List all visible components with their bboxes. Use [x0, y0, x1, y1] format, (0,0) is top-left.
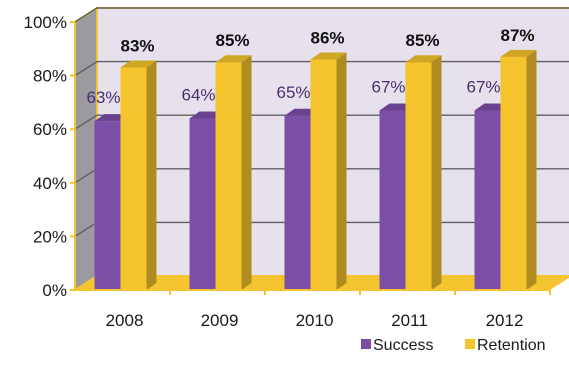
- bar-side: [336, 52, 347, 290]
- bar-retention: [120, 60, 157, 291]
- bar-top: [215, 55, 252, 63]
- bar-front: [310, 59, 337, 290]
- bar-front: [500, 56, 527, 291]
- legend-swatch-retention: [465, 339, 475, 349]
- y-tick-label: 80%: [33, 67, 67, 86]
- y-tick-label: 100%: [24, 13, 67, 32]
- data-label-retention: 86%: [310, 29, 344, 48]
- bar-top: [500, 49, 537, 57]
- chart-bars: [94, 49, 537, 291]
- legend: Success Retention: [361, 337, 546, 354]
- legend-label-retention: Retention: [477, 337, 546, 354]
- x-tick-label: 2008: [106, 311, 144, 330]
- data-label-retention: 85%: [215, 31, 249, 50]
- bar-side: [146, 60, 157, 291]
- bar-top: [310, 52, 347, 60]
- bar-side: [431, 55, 442, 291]
- bar-front: [120, 67, 147, 290]
- bar-front: [405, 62, 432, 291]
- bar-retention: [500, 49, 537, 291]
- bar-top: [405, 55, 442, 63]
- data-label-success: 65%: [276, 83, 310, 102]
- data-label-retention: 83%: [120, 37, 154, 56]
- bar-retention: [310, 52, 347, 290]
- data-label-success: 67%: [466, 77, 500, 96]
- legend-label-success: Success: [373, 337, 433, 354]
- bar-front: [284, 115, 311, 290]
- legend-swatch-success: [361, 339, 371, 349]
- bar-side: [241, 55, 252, 291]
- data-labels: 63% 83% 64% 85% 65% 86% 67% 85% 67% 87%: [86, 26, 534, 107]
- y-tick-label: 20%: [33, 227, 67, 246]
- x-tick-label: 2009: [201, 311, 239, 330]
- x-tick-label: 2011: [391, 311, 428, 330]
- bar-top: [120, 60, 157, 68]
- side-wall: [74, 6, 98, 292]
- bar-side: [526, 49, 537, 291]
- data-label-retention: 85%: [405, 31, 439, 50]
- y-tick-label: 40%: [33, 174, 67, 193]
- data-label-success: 64%: [181, 85, 215, 104]
- x-axis-ticks: 2008 2009 2010 2011 2012: [75, 289, 551, 330]
- bar-retention: [215, 55, 252, 291]
- gridline: [74, 7, 569, 23]
- bar-front: [215, 62, 242, 291]
- data-label-retention: 87%: [500, 26, 534, 45]
- y-tick-label: 0%: [42, 281, 67, 300]
- y-tick-label: 60%: [33, 120, 67, 139]
- y-axis-ticks: 0% 20% 40% 60% 80% 100%: [24, 13, 76, 300]
- data-label-success: 63%: [86, 88, 120, 107]
- bar-front: [189, 118, 216, 290]
- bar-front: [379, 110, 406, 290]
- bar-front: [474, 110, 501, 290]
- data-label-success: 67%: [371, 77, 405, 96]
- bar-front: [94, 121, 121, 290]
- bar-retention: [405, 55, 442, 291]
- x-tick-label: 2012: [486, 311, 524, 330]
- x-tick-label: 2010: [296, 311, 334, 330]
